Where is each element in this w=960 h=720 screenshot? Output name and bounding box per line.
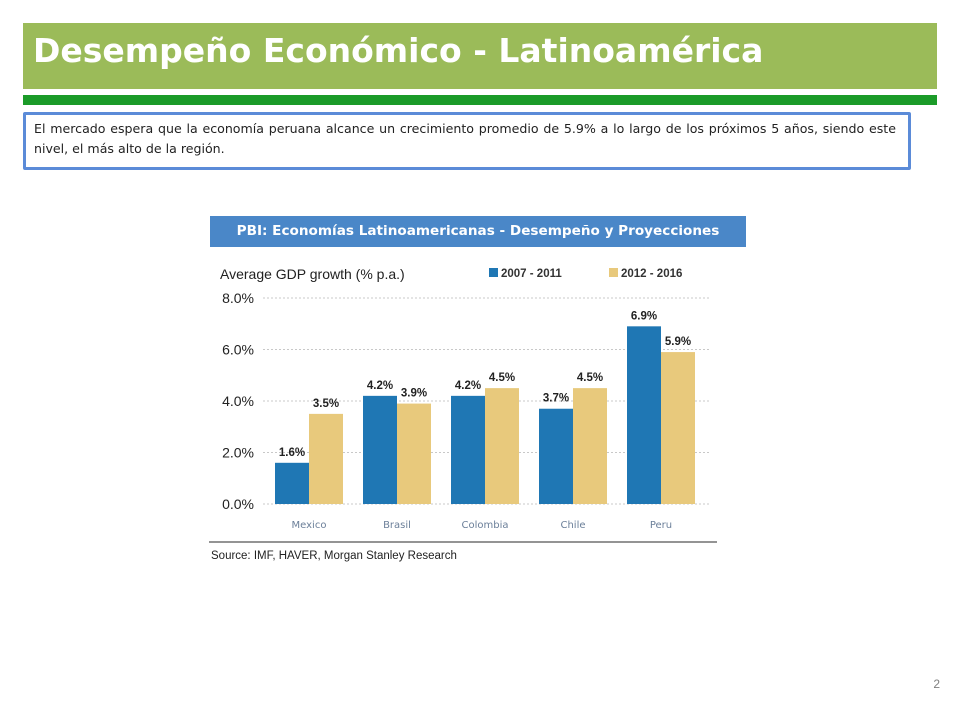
bar-brasil-series-1 [363,395,397,504]
title-divider [23,95,937,105]
y-tick-label: 8.0% [222,290,254,306]
y-tick-label: 6.0% [222,342,254,358]
legend-swatch-series-2 [609,268,618,277]
gdp-growth-chart: Average GDP growth (% p.a.) 2007 - 2011 … [209,266,717,562]
callout-text: El mercado espera que la economía peruan… [34,121,896,156]
legend-swatch-series-1 [489,268,498,277]
x-axis-categories: Mexico Brasil Colombia Chile Peru [292,520,673,531]
slide-title: Desempeño Económico - Latinoamérica [33,31,764,70]
source-note: Source: IMF, HAVER, Morgan Stanley Resea… [211,550,457,562]
bar-mexico-series-1 [275,462,309,504]
y-tick-label: 2.0% [222,445,254,461]
data-label: 3.5% [313,398,339,410]
y-tick-label: 0.0% [222,496,254,512]
bar-peru-series-1 [627,326,661,504]
bar-colombia-series-1 [451,395,485,504]
data-label: 4.2% [455,380,481,392]
bar-colombia-series-2 [485,388,519,504]
category-label: Chile [560,520,585,531]
y-tick-label: 4.0% [222,393,254,409]
category-label: Mexico [292,520,327,531]
bar-chile-series-2 [573,388,607,504]
y-axis-ticks: 0.0% 2.0% 4.0% 6.0% 8.0% [222,290,254,512]
legend-label-series-2: 2012 - 2016 [621,268,682,280]
callout-box: El mercado espera que la economía peruan… [23,112,911,170]
chart-header: PBI: Economías Latinoamericanas - Desemp… [210,216,746,247]
data-label: 5.9% [665,336,691,348]
data-label: 4.5% [577,372,603,384]
bars [275,326,695,504]
category-label: Brasil [383,520,411,531]
category-label: Peru [650,520,672,531]
bar-peru-series-2 [661,352,695,504]
data-label: 1.6% [279,447,305,459]
data-label: 4.2% [367,380,393,392]
legend-label-series-1: 2007 - 2011 [501,268,562,280]
data-label: 6.9% [631,310,657,322]
data-label: 3.9% [401,388,427,400]
data-label: 3.7% [543,393,569,405]
data-label: 4.5% [489,372,515,384]
chart-title: Average GDP growth (% p.a.) [220,266,405,282]
title-bar: Desempeño Económico - Latinoamérica [23,23,937,89]
bar-brasil-series-2 [397,403,431,504]
bar-chile-series-1 [539,408,573,504]
category-label: Colombia [462,520,509,531]
page-number: 2 [933,677,940,691]
bar-mexico-series-2 [309,413,343,504]
data-labels: 1.6% 3.5% 4.2% 3.9% 4.2% 4.5% 3.7% 4.5% 6.9% 5.9% [279,310,691,458]
